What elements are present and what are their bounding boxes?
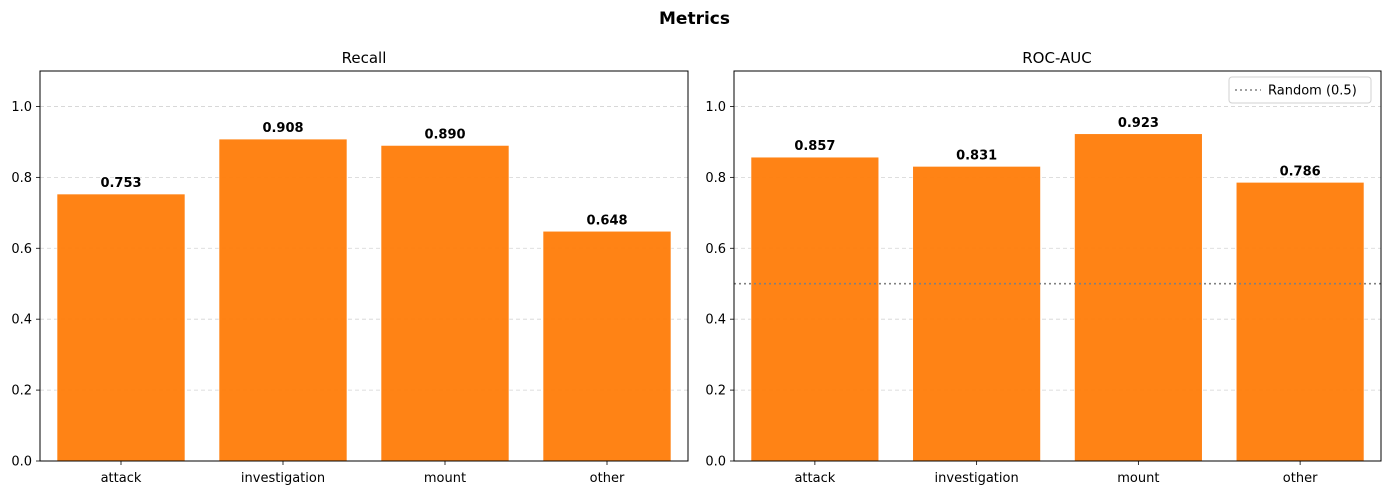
x-tick-label: investigation [241,471,325,486]
bar-mount [380,145,510,462]
y-tick-label: 0.0 [11,455,32,470]
figure-title: Metrics [659,9,730,29]
x-tick-label: other [590,471,625,486]
bar-value-label: 0.831 [956,148,997,163]
y-tick-label: 0.6 [11,242,32,257]
bar-other [1235,182,1365,462]
bar-attack [750,156,880,462]
axes-frame [733,70,1382,462]
y-tick-label: 1.0 [11,100,32,115]
x-tick-label: investigation [935,471,1019,486]
y-tick-label: 0.4 [11,313,32,328]
bar-value-label: 0.857 [794,139,835,154]
bar-attack [56,193,186,462]
axes-frame [39,70,689,462]
y-tick-label: 0.8 [705,171,726,186]
x-tick-label: mount [424,471,466,486]
bar-value-label: 0.908 [262,121,303,136]
bar-mount [1074,133,1203,462]
legend-box [1228,76,1372,104]
bar-value-label: 0.786 [1280,164,1321,179]
bar-other [542,230,672,462]
y-tick-label: 1.0 [705,100,726,115]
x-tick-label: attack [101,471,142,486]
bar-investigation [912,166,1041,462]
bar-value-label: 0.923 [1118,116,1159,131]
bar-value-label: 0.753 [100,176,141,191]
y-tick-label: 0.8 [11,171,32,186]
y-tick-label: 0.4 [705,313,726,328]
y-tick-label: 0.0 [705,455,726,470]
legend-label: Random (0.5) [1268,84,1357,99]
bar-investigation [218,138,348,462]
recall-chart-panel: Recall 0.753 attack 0.908 investigation 0.89… [11,49,689,486]
x-tick-label: mount [1117,471,1159,486]
y-tick-label: 0.2 [705,384,726,399]
y-tick-label: 0.6 [705,242,726,257]
bar-value-label: 0.648 [586,213,627,228]
roc-auc-chart-panel: ROC-AUC 0.857 attack 0.831 investigation 0.9… [705,49,1382,486]
y-tick-label: 0.2 [11,384,32,399]
roc-auc-chart-title: ROC-AUC [1022,49,1092,67]
recall-chart-title: Recall [342,49,387,67]
bar-value-label: 0.890 [424,127,465,142]
x-tick-label: attack [794,471,835,486]
x-tick-label: other [1283,471,1318,486]
